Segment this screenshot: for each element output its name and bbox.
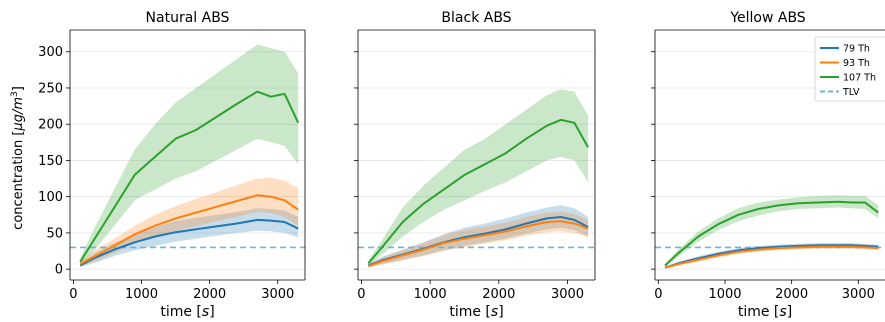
x-tick-label: 3000 (261, 287, 294, 302)
x-tick-label: 1000 (414, 287, 447, 302)
x-tick-label: 3000 (842, 287, 875, 302)
panel-title: Black ABS (441, 10, 511, 26)
y-tick-label: 300 (38, 45, 63, 60)
line-93-th (79, 194, 299, 265)
panel-2: 0 1000 2000 3000 Black ABS time [s] (354, 10, 596, 320)
x-tick-label: 2000 (193, 287, 226, 302)
x-tick-label: 3000 (551, 287, 584, 302)
x-tick-label: 0 (654, 287, 662, 302)
x-axis-label: time [s] (160, 304, 214, 320)
legend-box (814, 36, 885, 102)
line-107-th (664, 200, 879, 267)
x-tick-label: 0 (69, 287, 77, 302)
legend-label: 107 Th (843, 73, 876, 84)
panel-3: 0 1000 2000 3000 Yellow ABS time [s] 79 Th 93 T… (651, 10, 885, 320)
y-tick-label: 50 (46, 226, 63, 241)
line-93-th (367, 220, 589, 268)
y-axis-label: concentration [µg/m3] (10, 86, 26, 230)
line-79-th (79, 218, 299, 267)
x-tick-label: 1000 (125, 287, 158, 302)
panel-title: Yellow ABS (729, 10, 805, 26)
x-tick-label: 2000 (482, 287, 515, 302)
x-axis-label: time [s] (738, 304, 792, 320)
line-79-th (664, 244, 879, 269)
legend-label: TLV (842, 87, 860, 98)
x-tick-label: 1000 (708, 287, 741, 302)
y-tick-label: 0 (55, 263, 63, 278)
y-tick-label: 200 (38, 118, 63, 133)
x-tick-label: 2000 (775, 287, 808, 302)
legend-label: 79 Th (843, 44, 870, 55)
line-93-th (664, 245, 879, 269)
legend-label: 93 Th (843, 58, 870, 69)
panel-title: Natural ABS (146, 10, 230, 26)
x-axis-label: time [s] (449, 304, 503, 320)
y-tick-label: 150 (38, 154, 63, 169)
x-tick-label: 0 (357, 287, 365, 302)
y-tick-label: 250 (38, 81, 63, 96)
y-tick-label: 100 (38, 190, 63, 205)
line-107-th (367, 118, 589, 264)
line-107-th (79, 90, 300, 263)
